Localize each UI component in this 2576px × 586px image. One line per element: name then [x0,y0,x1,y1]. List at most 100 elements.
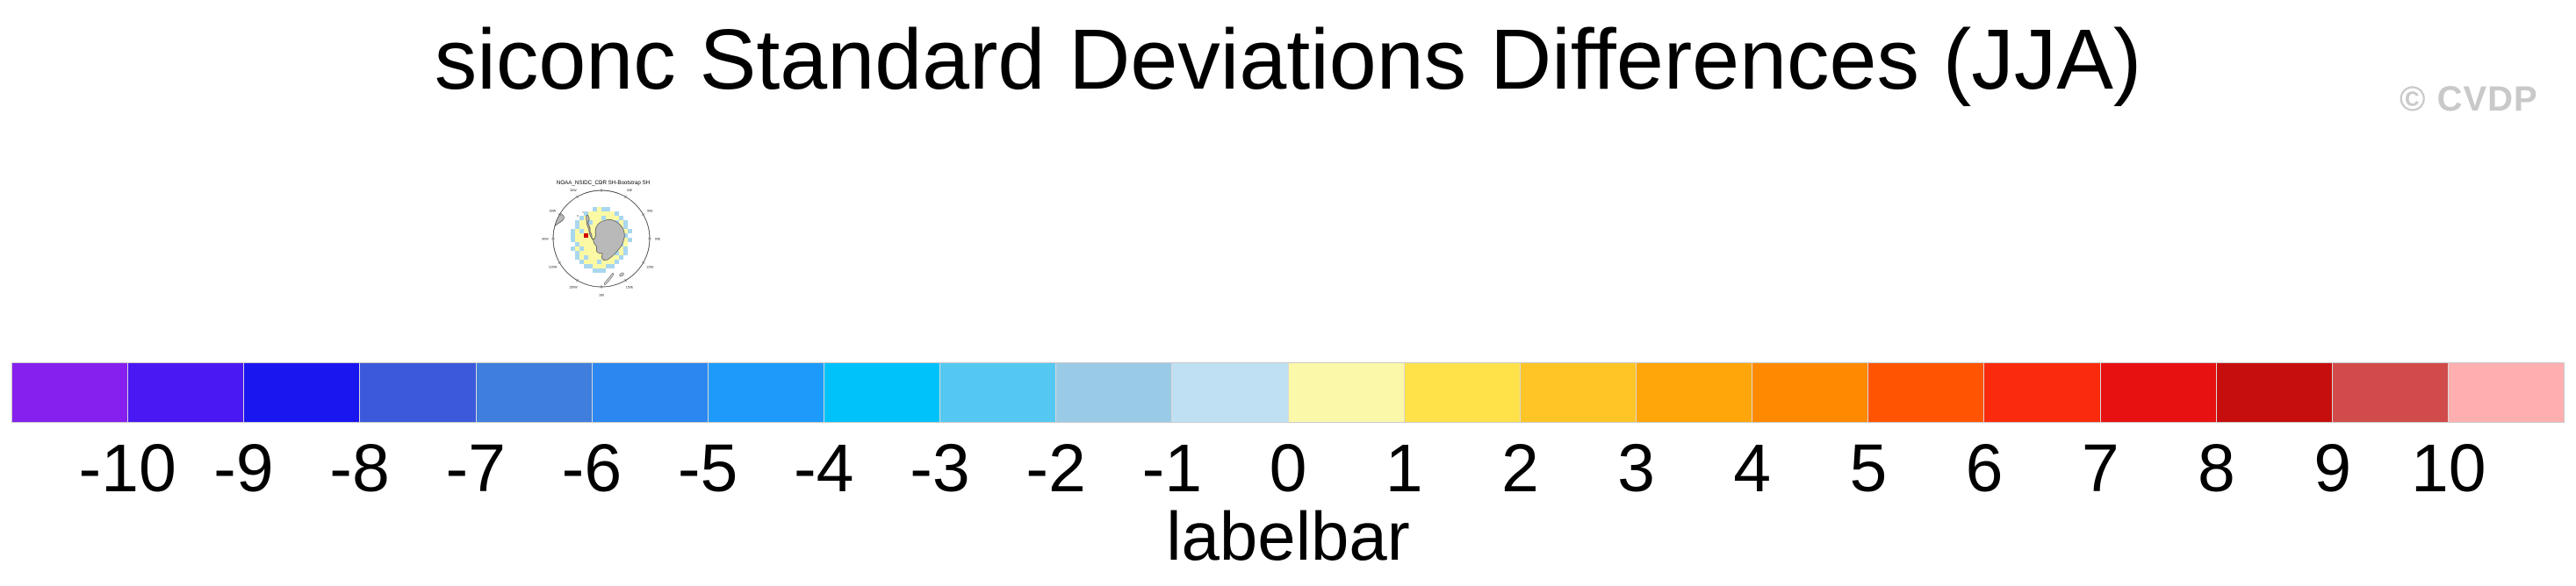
labelbar-tick-label: -2 [1025,431,1086,506]
map-grid-cell [597,260,601,264]
map-grid-cell [584,229,588,233]
map-grid-cell [597,220,601,225]
map-grid-cell [571,229,575,233]
map-grid-cell [610,216,615,220]
map-grid-cell [593,251,597,255]
map-grid-cell [588,251,593,255]
labelbar-cell [244,363,361,422]
longitude-label: 120E [646,265,654,268]
map-grid-cell [588,247,593,251]
map-grid-cell [606,216,610,220]
map-grid-cell [615,255,619,260]
cvdp-watermark: © CVDP [2400,80,2538,118]
longitude-tick [624,278,627,282]
map-grid-cell [579,247,584,251]
map-grid-cell [601,207,606,211]
longitude-tick [576,195,579,199]
longitude-label: 180 [599,293,604,297]
map-grid-cell [597,268,601,273]
labelbar-cell [2216,363,2333,422]
longitude-label: 30W [570,189,577,192]
map-grid-cell [623,229,628,233]
map-grid-cell [584,211,588,216]
map-grid-cell [571,233,575,238]
map-grid-cell [579,216,584,220]
longitude-tick [624,195,627,199]
map-grid-cell [628,229,632,233]
labelbar-cell [1056,363,1173,422]
map-grid-cell [597,216,601,220]
map-grid-cell [584,260,588,264]
antarctica-landmass [586,214,625,261]
labelbar-tick-label: 2 [1500,431,1539,506]
longitude-tick [558,261,562,264]
map-grid-cell [610,264,615,268]
map-grid-cell [610,255,615,260]
map-grid-cell [593,207,597,211]
map-grid-cell [575,220,579,225]
map-grid-cell [593,264,597,268]
labelbar-ticks: -10 -9 -8 -7 -6 -5 -4 -3 -2 -1 0 1 2 3 4 5 6 7 8 9 10 [11,435,2565,507]
labelbar-tick-label: 0 [1269,431,1307,506]
island-sliver [603,272,615,286]
longitude-label: 90W [542,237,549,240]
labelbar-cell [360,363,477,422]
map-grid-cell [579,242,584,247]
labelbar-cell [940,363,1057,422]
map-grid-cell [606,260,610,264]
labelbar-cell [592,363,709,422]
map-grid-cell [579,225,584,229]
map-grid-cell [606,264,610,268]
map-grid-cell [584,247,588,251]
map-grid-cell [610,260,615,264]
page-title: siconc Standard Deviations Differences (… [434,11,2142,107]
map-grid-cell [575,225,579,229]
map-grid-cell [593,260,597,264]
map-grid-cell [575,251,579,255]
longitude-label: 60W [550,209,557,212]
labelbar-tick-label: 1 [1385,431,1423,506]
map-grid-cell [584,233,588,238]
map-grid-cell [588,225,593,229]
longitude-label: 150W [569,286,578,289]
labelbar-cell [1984,363,2101,422]
map-grid-cell [579,220,584,225]
labelbar-tick-label: 4 [1733,431,1772,506]
map-grid-cell [601,268,606,273]
map-grid-cell [593,216,597,220]
map-grid-cell [575,247,579,251]
map-grid-cell [606,211,610,216]
map-grid-cell [579,255,584,260]
longitude-tick [576,278,579,282]
map-grid-cell [584,220,588,225]
map-grid-cell [584,251,588,255]
labelbar-cell [1404,363,1521,422]
map-grid-cell [606,207,610,211]
map-grid-cell [571,247,575,251]
labelbar-tick-label: -5 [677,431,738,506]
labelbar-cell [2448,363,2565,422]
map-grid-cell [588,242,593,247]
map-grid-cell [588,216,593,220]
longitude-tick [641,213,645,216]
labelbar-cell [128,363,245,422]
labelbar-tick-label: -6 [561,431,622,506]
map-grid-cell [593,255,597,260]
labelbar-cells [11,362,2565,423]
map-grid-cell [593,229,597,233]
map-grid-cell [601,216,606,220]
labelbar-cell [1288,363,1405,422]
map-grid-cell [597,211,601,216]
map-grid-cell [610,211,615,216]
map-grid-cell [619,251,623,255]
labelbar-tick-label: 9 [2313,431,2352,506]
longitude-label: 60E [647,209,653,212]
labelbar-tick-label: -8 [329,431,390,506]
map-grid-cell [584,264,588,268]
longitude-label: 150E [626,286,634,289]
map-grid-cell [575,238,579,242]
map-grid-cell [601,260,606,264]
labelbar-cell [1636,363,1753,422]
map-grid-cell [623,242,628,247]
